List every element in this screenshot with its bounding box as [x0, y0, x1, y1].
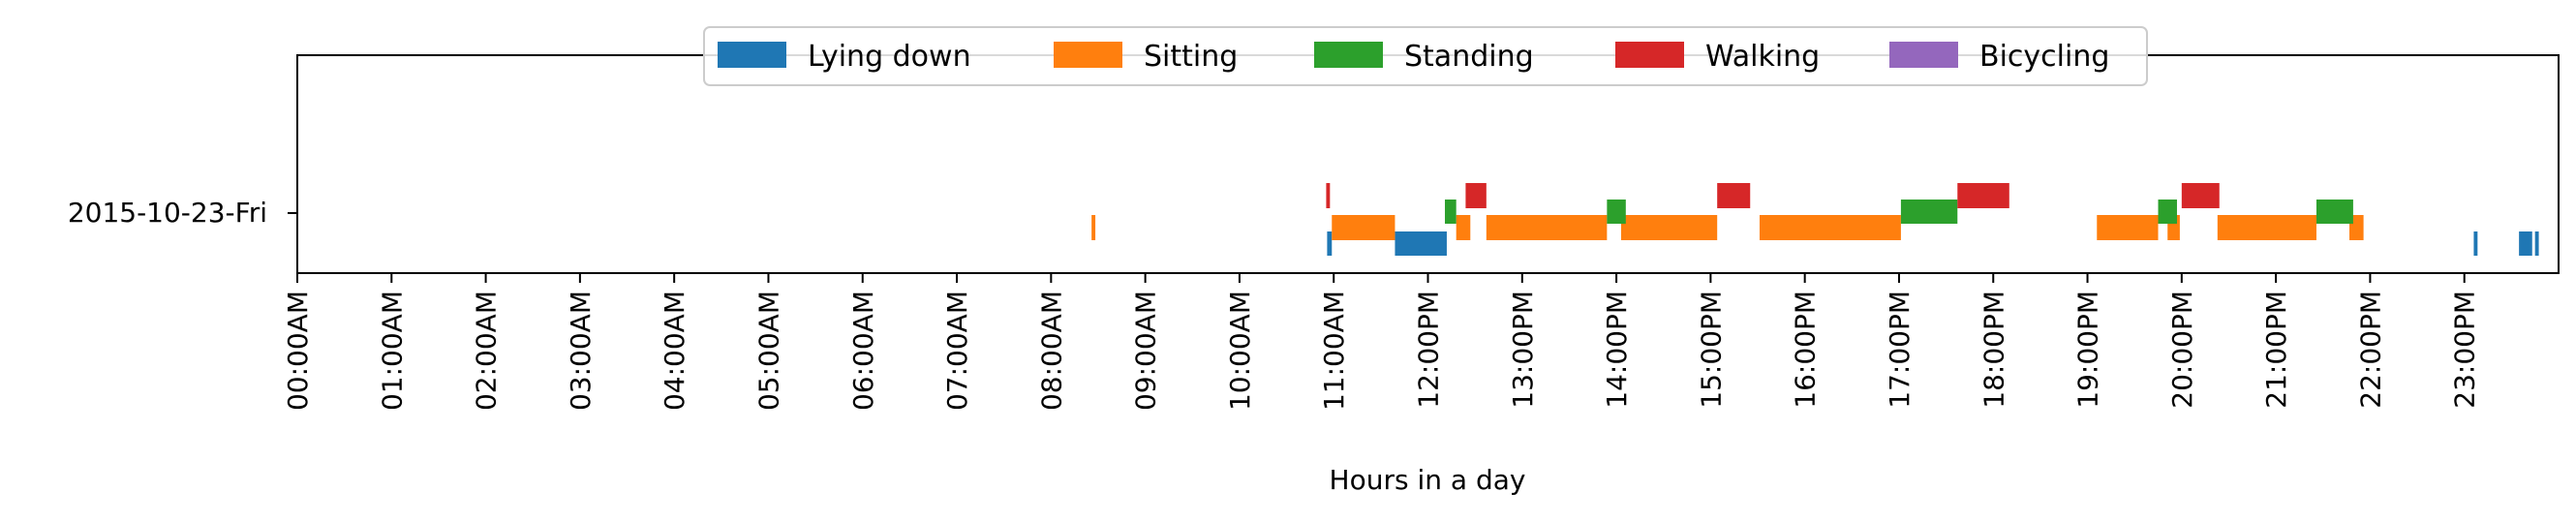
x-tick-label: 03:00AM: [565, 291, 597, 411]
legend-label: Walking: [1705, 40, 1820, 74]
bar-standing: [1445, 200, 1457, 224]
bar-lying-down: [1327, 231, 1333, 256]
x-tick-label: 17:00PM: [1884, 291, 1916, 409]
bar-lying-down: [2519, 231, 2532, 256]
legend-label: Lying down: [808, 40, 971, 74]
x-tick-label: 21:00PM: [2260, 291, 2292, 409]
x-tick-label: 06:00AM: [847, 291, 879, 411]
x-tick-label: 23:00PM: [2449, 291, 2481, 409]
x-tick-label: 04:00AM: [659, 291, 690, 411]
bar-standing: [1607, 200, 1626, 224]
legend-swatch: [1054, 42, 1122, 68]
x-tick-label: 05:00AM: [752, 291, 784, 411]
x-axis-title: Hours in a day: [1330, 464, 1526, 496]
bar-standing: [2315, 200, 2353, 224]
bar-lying-down: [2534, 231, 2539, 256]
bar-walking: [1465, 183, 1487, 208]
bar-lying-down: [2473, 231, 2478, 256]
x-tick-label: 11:00AM: [1318, 291, 1350, 411]
bar-sitting: [1759, 215, 1901, 240]
legend-swatch: [1314, 42, 1383, 68]
x-tick-label: 10:00AM: [1224, 291, 1256, 411]
bar-sitting: [1091, 215, 1096, 240]
bar-sitting: [1620, 215, 1718, 240]
x-tick-label: 08:00AM: [1035, 291, 1067, 411]
x-tick-label: 14:00PM: [1601, 291, 1633, 409]
y-axis: 2015-10-23-Fri: [68, 197, 297, 229]
bar-sitting: [1456, 215, 1471, 240]
legend-label: Bicycling: [1979, 40, 2109, 74]
x-axis-ticks: 00:00AM 01:00AM 02:00AM 03:00AM 04:00AM 05:00…: [282, 273, 2481, 411]
x-tick-label: 02:00AM: [471, 291, 503, 411]
x-tick-label: 18:00PM: [1978, 291, 2009, 409]
x-tick-label: 09:00AM: [1130, 291, 1162, 411]
x-tick-label: 19:00PM: [2072, 291, 2104, 409]
x-tick-label: 15:00PM: [1695, 291, 1727, 409]
bar-walking: [2181, 183, 2220, 208]
bar-standing: [1900, 200, 1958, 224]
x-tick-label: 13:00PM: [1507, 291, 1539, 409]
bar-sitting: [1486, 215, 1608, 240]
legend: Lying down Sitting Standing Walking Bicyclin…: [703, 26, 2148, 86]
bar-sitting: [2217, 215, 2316, 240]
legend-label: Standing: [1404, 40, 1534, 74]
bar-sitting: [2097, 215, 2159, 240]
x-tick-label: 01:00AM: [376, 291, 408, 411]
x-tick-label: 07:00AM: [941, 291, 973, 411]
legend-swatch: [1889, 42, 1958, 68]
y-tick-label: 2015-10-23-Fri: [68, 197, 267, 229]
x-tick-label: 16:00PM: [1790, 291, 1822, 409]
x-tick-label: 22:00PM: [2354, 291, 2386, 409]
bar-sitting: [1332, 215, 1395, 240]
legend-swatch: [1615, 42, 1684, 68]
x-tick-label: 20:00PM: [2166, 291, 2198, 409]
legend-label: Sitting: [1144, 40, 1238, 74]
legend-swatch: [718, 42, 786, 68]
x-tick-label: 00:00AM: [282, 291, 314, 411]
bar-lying-down: [1395, 231, 1447, 256]
bar-walking: [1957, 183, 2009, 208]
activity-bars: [1091, 183, 2539, 256]
x-tick-label: 12:00PM: [1413, 291, 1445, 409]
bar-standing: [2158, 200, 2177, 224]
bar-walking: [1717, 183, 1751, 208]
bar-walking: [1326, 183, 1331, 208]
